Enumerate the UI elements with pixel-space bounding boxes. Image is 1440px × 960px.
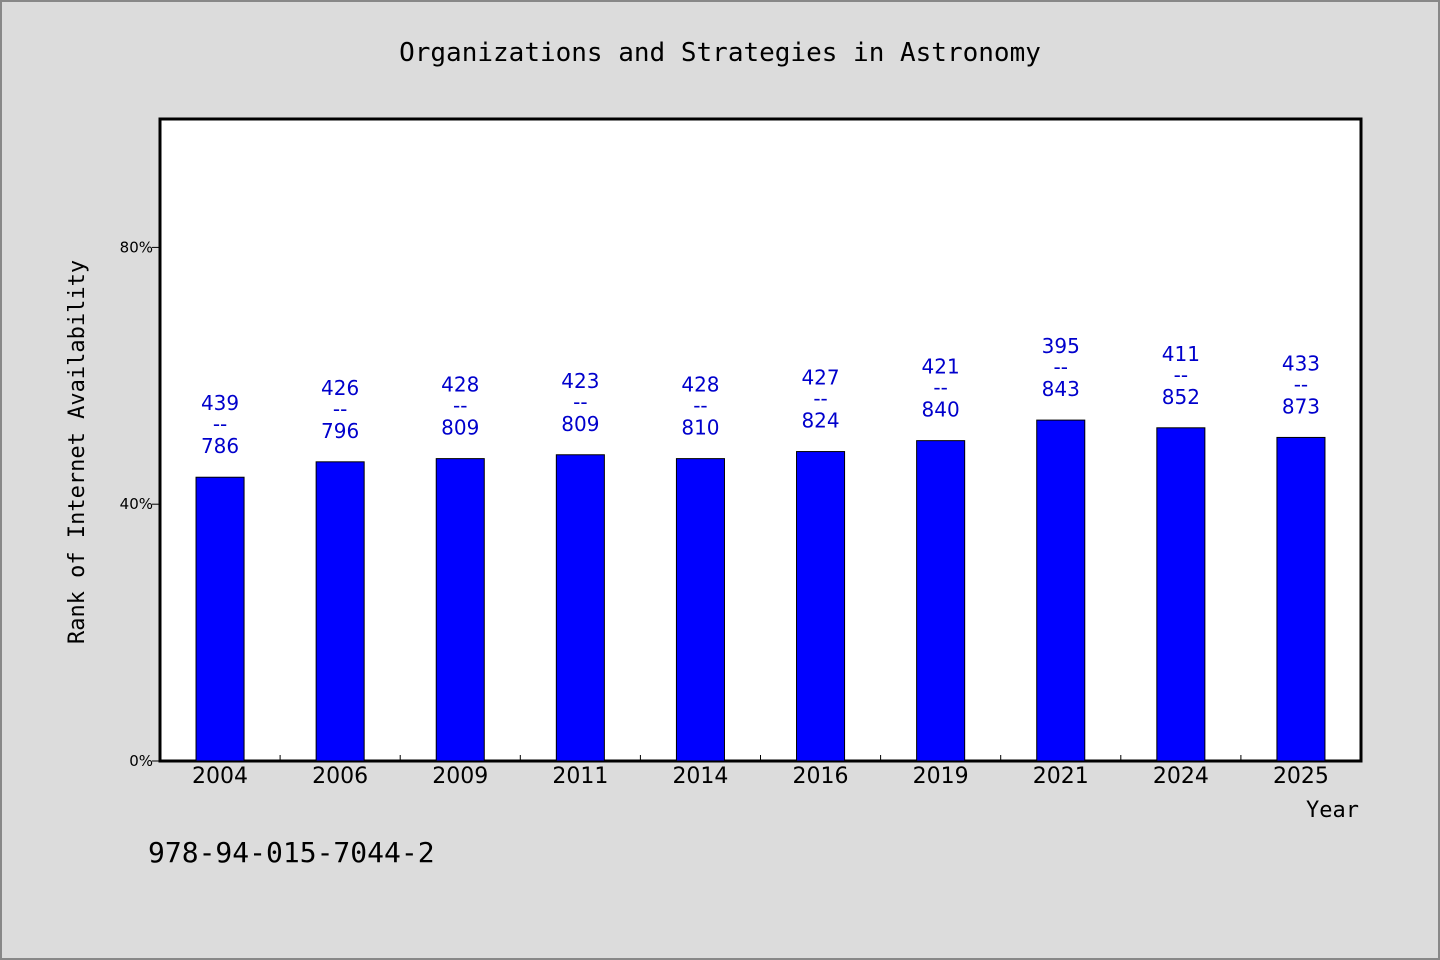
data-label-separator-2024: -- (1174, 363, 1188, 387)
data-label-bottom-2006: 796 (321, 419, 359, 443)
data-label-separator-2025: -- (1294, 372, 1308, 396)
bar-2019 (916, 440, 966, 762)
bar-2006 (315, 461, 365, 762)
x-tick-label-2016: 2016 (793, 764, 849, 789)
bar-2011 (555, 454, 605, 762)
bar-2016 (796, 451, 846, 762)
data-label-top-2024: 411 (1162, 342, 1200, 366)
data-label-bottom-2025: 873 (1282, 394, 1320, 418)
bar-2004 (195, 476, 245, 762)
data-label-bottom-2014: 810 (681, 416, 719, 440)
data-label-bottom-2019: 840 (922, 398, 960, 422)
data-label-bottom-2016: 824 (801, 409, 839, 433)
data-label-separator-2006: -- (333, 397, 347, 421)
y-tick-label-40: 40% (120, 495, 153, 513)
data-label-top-2011: 423 (561, 369, 599, 393)
x-tick-label-2004: 2004 (192, 764, 248, 789)
data-label-bottom-2021: 843 (1042, 377, 1080, 401)
y-axis-label: Rank of Internet Availability (65, 260, 90, 644)
data-label-separator-2011: -- (573, 390, 587, 414)
y-tick-labels: 0% 40% 80% (120, 238, 153, 770)
data-label-separator-2004: -- (213, 412, 227, 436)
x-tick-labels: 2004 2006 2009 2011 2014 2016 2019 2021 2024 2025 (192, 764, 1329, 789)
x-tick-label-2009: 2009 (432, 764, 488, 789)
x-tick-label-2021: 2021 (1033, 764, 1089, 789)
data-label-separator-2014: -- (693, 394, 707, 418)
data-label-bottom-2011: 809 (561, 412, 599, 436)
bar-2024 (1156, 427, 1206, 762)
data-label-top-2014: 428 (681, 373, 719, 397)
data-label-top-2025: 433 (1282, 351, 1320, 375)
data-label-top-2006: 426 (321, 376, 359, 400)
data-label-top-2016: 427 (801, 366, 839, 390)
x-tick-label-2014: 2014 (672, 764, 728, 789)
x-tick-label-2025: 2025 (1273, 764, 1329, 789)
bar-2014 (675, 458, 725, 762)
data-label-separator-2019: -- (933, 376, 947, 400)
isbn-footer: 978-94-015-7044-2 (148, 836, 435, 869)
data-label-top-2009: 428 (441, 373, 479, 397)
x-tick-label-2011: 2011 (552, 764, 608, 789)
data-labels: 439--786426--796428--809423--809428--810… (201, 334, 1320, 458)
data-label-separator-2009: -- (453, 394, 467, 418)
axis-ticks (152, 246, 1242, 762)
x-tick-label-2006: 2006 (312, 764, 368, 789)
y-tick-label-0: 0% (129, 752, 153, 770)
bar-2021 (1036, 419, 1086, 762)
bar-2009 (435, 458, 485, 762)
x-tick-label-2024: 2024 (1153, 764, 1209, 789)
data-label-separator-2021: -- (1054, 355, 1068, 379)
x-axis-label: Year (1306, 798, 1359, 823)
data-label-bottom-2004: 786 (201, 434, 239, 458)
data-label-top-2004: 439 (201, 391, 239, 415)
bars (195, 419, 1326, 762)
y-tick-label-80: 80% (120, 238, 153, 256)
data-label-separator-2016: -- (813, 387, 827, 411)
data-label-top-2019: 421 (922, 355, 960, 379)
data-label-bottom-2009: 809 (441, 416, 479, 440)
data-label-top-2021: 395 (1042, 334, 1080, 358)
x-tick-label-2019: 2019 (913, 764, 969, 789)
chart-title: Organizations and Strategies in Astronom… (399, 38, 1041, 68)
data-label-bottom-2024: 852 (1162, 385, 1200, 409)
bar-2025 (1276, 436, 1326, 762)
